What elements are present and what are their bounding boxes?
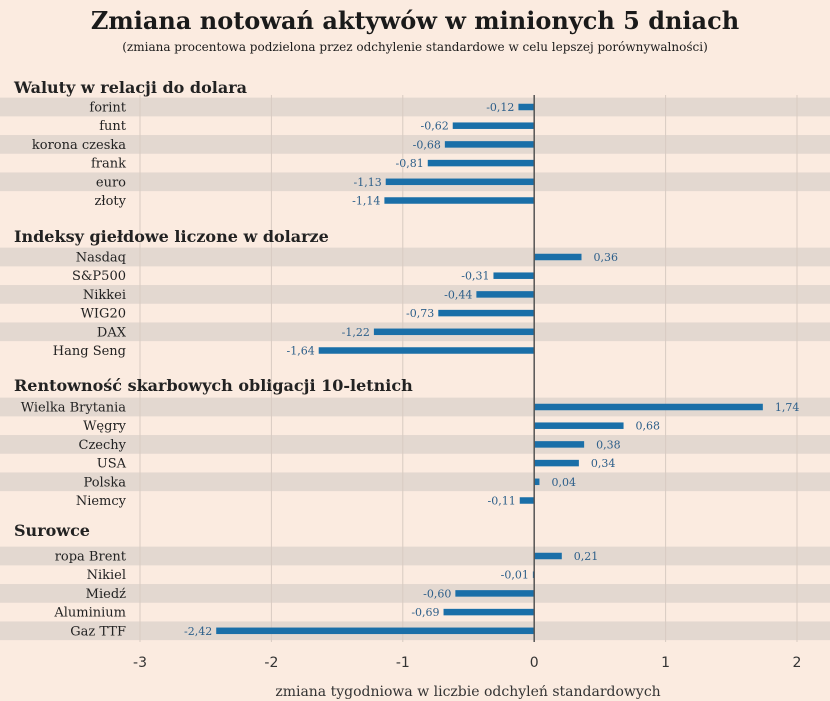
chart-subtitle: (zmiana procentowa podzielona przez odch… xyxy=(122,40,708,54)
bar xyxy=(534,403,763,411)
bar xyxy=(476,291,535,298)
row-stripe xyxy=(0,546,830,566)
value-label: -0,68 xyxy=(413,138,441,151)
value-label: -0,11 xyxy=(488,495,516,508)
value-label: -1,64 xyxy=(286,345,314,358)
value-label: 0,34 xyxy=(591,457,616,470)
value-label: -0,81 xyxy=(396,157,424,170)
value-label: -0,73 xyxy=(406,307,434,320)
category-label: Miedź xyxy=(86,587,126,602)
bar xyxy=(534,422,624,429)
value-label: 0,04 xyxy=(551,476,576,489)
row-stripe xyxy=(0,472,830,492)
value-label: 0,38 xyxy=(596,438,621,451)
bar xyxy=(318,347,535,354)
category-label: frank xyxy=(91,157,126,172)
bar xyxy=(534,552,562,560)
category-label: funt xyxy=(99,119,127,134)
category-label: Nikkei xyxy=(83,288,126,303)
category-label: Polska xyxy=(83,475,126,490)
value-label: -0,44 xyxy=(444,288,472,301)
value-label: -0,12 xyxy=(486,101,514,114)
row-stripe xyxy=(0,135,830,154)
category-label: euro xyxy=(96,175,126,190)
category-label: złoty xyxy=(95,194,127,209)
x-tick-label: 1 xyxy=(661,655,670,671)
row-stripe xyxy=(0,97,830,117)
value-label: 1,74 xyxy=(775,401,800,414)
value-label: 0,21 xyxy=(574,550,599,563)
value-label: -0,31 xyxy=(461,270,489,283)
x-tick-label: -1 xyxy=(396,655,410,671)
x-tick-label: -3 xyxy=(133,655,147,671)
value-label: -0,60 xyxy=(423,587,451,600)
bar xyxy=(534,441,585,448)
row-stripe xyxy=(0,285,830,304)
category-label: Hang Seng xyxy=(53,344,126,359)
x-tick-label: 2 xyxy=(793,655,802,671)
category-label: DAX xyxy=(97,325,127,340)
bar xyxy=(534,459,579,467)
bar xyxy=(452,122,535,129)
value-label: -0,69 xyxy=(411,606,439,619)
bar xyxy=(373,328,535,336)
category-label: S&P500 xyxy=(72,269,126,284)
row-stripe xyxy=(0,584,830,603)
category-label: Gaz TTF xyxy=(70,624,126,639)
category-label: Wielka Brytania xyxy=(21,401,127,416)
group-label: Waluty w relacji do dolara xyxy=(13,78,247,97)
value-label: -1,13 xyxy=(353,176,381,189)
bar xyxy=(444,141,535,148)
category-label: korona czeska xyxy=(32,138,126,153)
value-label: 0,36 xyxy=(594,251,619,264)
group-label: Surowce xyxy=(14,521,90,540)
bar xyxy=(534,253,582,261)
category-label: Czechy xyxy=(79,438,127,453)
category-label: Niemcy xyxy=(76,494,127,509)
category-label: ropa Brent xyxy=(55,550,127,565)
bar xyxy=(519,497,535,504)
bar xyxy=(455,590,535,597)
value-label: -0,01 xyxy=(501,569,529,582)
group-label: Indeksy giełdowe liczone w dolarze xyxy=(14,227,329,246)
bar xyxy=(534,478,540,486)
value-label: -0,62 xyxy=(421,120,449,133)
x-tick-label: -2 xyxy=(264,655,278,671)
row-stripe xyxy=(0,397,830,417)
bar xyxy=(216,627,535,635)
value-label: -1,22 xyxy=(342,326,370,339)
x-tick-label: 0 xyxy=(530,655,539,671)
category-label: USA xyxy=(97,457,127,472)
value-label: -1,14 xyxy=(352,195,380,208)
category-label: Węgry xyxy=(83,419,127,434)
chart-title: Zmiana notowań aktywów w minionych 5 dni… xyxy=(90,6,740,35)
bar xyxy=(518,103,535,111)
category-label: forint xyxy=(89,101,126,116)
bar xyxy=(438,309,535,317)
bar xyxy=(443,608,535,616)
value-label: 0,68 xyxy=(636,420,661,433)
group-label: Rentowność skarbowych obligacji 10-letni… xyxy=(14,376,413,395)
x-axis-label: zmiana tygodniowa w liczbie odchyleń sta… xyxy=(275,684,660,700)
category-label: Nasdaq xyxy=(76,251,126,266)
bar xyxy=(493,272,535,279)
category-label: WIG20 xyxy=(81,307,126,322)
category-label: Nikiel xyxy=(87,568,126,583)
category-label: Aluminium xyxy=(53,606,126,621)
bar xyxy=(385,178,535,186)
bar xyxy=(427,159,535,167)
value-label: -2,42 xyxy=(184,625,212,638)
row-stripe xyxy=(0,435,830,454)
bar xyxy=(384,197,535,204)
row-stripe xyxy=(0,247,830,267)
